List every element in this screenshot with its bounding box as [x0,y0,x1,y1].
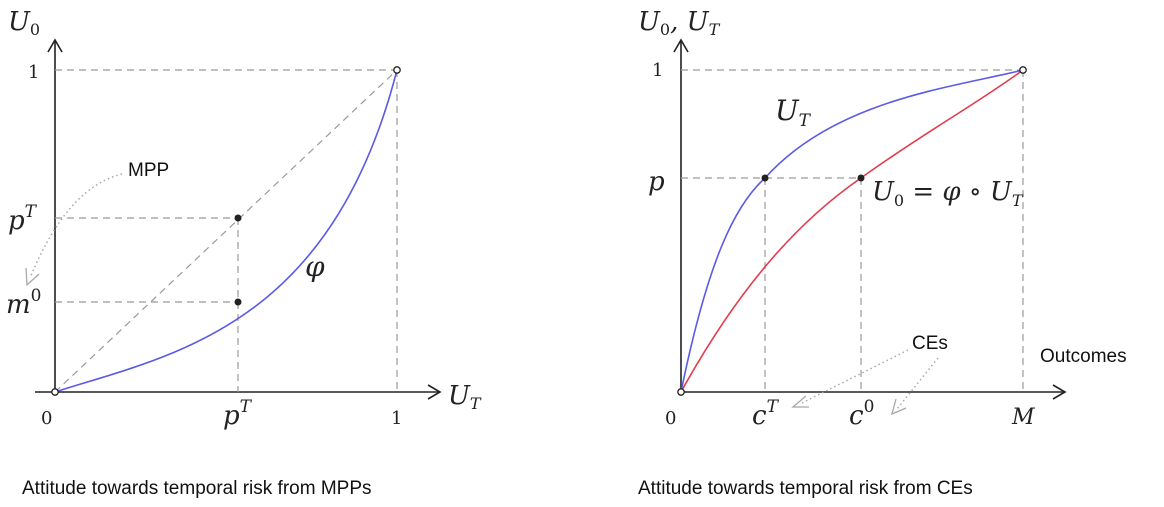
left-tick-m0: m0 [6,286,41,320]
ces-annotation-line-2 [896,357,939,410]
right-tick-M: M [1011,405,1035,430]
right-tick-one-y: 1 [652,60,663,81]
phi-curve-label: φ [305,250,325,283]
UT-curve [680,69,1024,393]
right-tick-cT: cT [752,397,780,431]
left-tick-pT-x: pT [223,397,253,431]
right-y-axis-label: U0, UT [638,7,721,39]
ces-annotation-label: CEs [912,333,948,354]
right-point-origin [677,388,685,396]
right-tick-p: p [648,167,665,197]
right-tick-c0: c0 [849,397,874,431]
left-tick-pT-y: pT [8,202,38,236]
left-point-lower [234,298,242,306]
right-caption: Attitude towards temporal risk from CEs [638,478,973,499]
left-caption: Attitude towards temporal risk from MPPs [22,478,372,499]
UT-curve-label: UT [775,94,812,131]
left-point-upper [234,214,242,222]
U0-curve [680,69,1024,393]
left-y-axis-arrow [47,38,63,53]
right-point-c0 [857,174,865,182]
ces-annotation-line-1 [799,349,909,405]
right-x-axis-label: Outcomes [1040,346,1127,367]
left-tick-one-x: 1 [391,408,402,429]
right-tick-zero: 0 [665,408,676,429]
left-point-origin [51,388,59,396]
left-x-axis-label: UT [448,381,482,413]
left-tick-zero: 0 [41,408,52,429]
left-tick-one-y: 1 [28,62,39,83]
left-y-axis-label: U0 [8,7,40,39]
left-diagonal [54,69,398,393]
left-x-axis-arrow [427,384,442,400]
mpp-annotation-label: MPP [128,160,169,181]
mpp-annotation-arrow [25,267,40,287]
ces-annotation-arrow-1 [791,395,809,408]
ces-annotation-arrow-2 [891,398,907,416]
right-point-cT [761,174,769,182]
left-panel: U0 UT 1 pT m0 0 pT 1 φ MPP Attitude towa… [6,7,482,499]
right-point-one [1019,66,1027,74]
right-y-axis-arrow [673,38,689,53]
left-point-one [393,66,401,74]
right-x-axis-arrow [1052,384,1067,400]
U0-curve-label: U0 = φ ∘ UT [872,177,1024,210]
right-panel: U0, UT Outcomes 1 p 0 cT c0 M UT U0 = φ … [638,7,1127,499]
mpp-annotation-line [29,173,123,279]
phi-curve [54,69,398,393]
